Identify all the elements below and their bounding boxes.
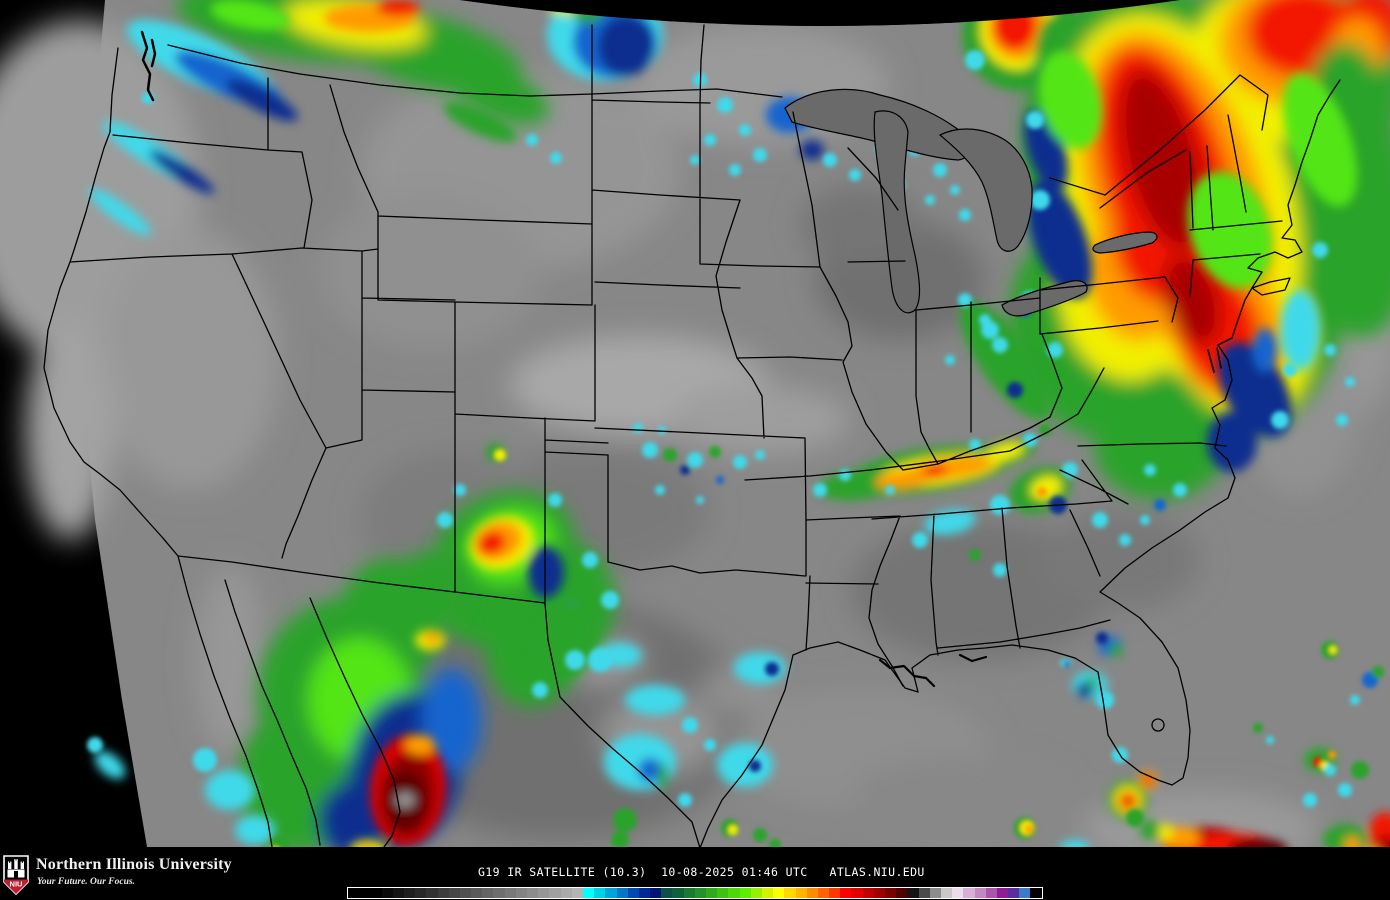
colorbar — [347, 887, 1043, 899]
footer-bar: NIU Northern Illinois University Your Fu… — [0, 847, 1390, 900]
colorbar-swatch — [996, 888, 1009, 898]
colorbar-swatch — [415, 888, 427, 898]
satellite-map — [0, 0, 1390, 870]
mexico-border-rio-grande — [177, 555, 701, 849]
colorbar-swatch — [750, 888, 762, 898]
lake-erie — [1001, 280, 1088, 317]
colorbar-swatch — [773, 888, 785, 898]
gulf-atlantic-coastline — [699, 79, 1341, 849]
logo-red-band — [4, 879, 28, 894]
colorbar-swatch — [739, 888, 751, 898]
colorbar-swatch — [795, 888, 807, 898]
colorbar-swatch — [493, 888, 505, 898]
storm-tennessee-valley — [813, 424, 1187, 577]
colorbar-swatch — [952, 888, 964, 898]
colorbar-swatch — [761, 888, 774, 898]
colorbar-swatch — [862, 888, 874, 898]
colorbar-swatch — [694, 888, 706, 898]
colorbar-swatch — [616, 888, 628, 898]
colorbar-swatch — [851, 888, 863, 898]
colorbar-swatch — [672, 888, 684, 898]
colorbar-swatch — [605, 888, 617, 898]
storm-mexico — [87, 550, 482, 863]
colorbar-swatch — [974, 888, 986, 898]
colorbar-swatch — [896, 888, 908, 898]
colorbar-swatch — [1008, 888, 1020, 898]
map-boundaries — [43, 24, 1341, 849]
colorbar-swatch — [482, 888, 494, 898]
colorbar-swatch — [829, 888, 841, 898]
storm-new-mexico — [434, 443, 619, 708]
colorbar-swatch — [817, 888, 830, 898]
colorbar-swatch — [638, 888, 651, 898]
colorbar-swatch — [359, 888, 371, 898]
colorbar-swatch — [627, 888, 639, 898]
baja-california — [177, 555, 401, 848]
colorbar-swatch — [963, 888, 975, 898]
canada-border — [167, 44, 1269, 196]
colorbar-swatch — [426, 888, 438, 898]
colorbar-swatch — [515, 888, 527, 898]
colorbar-swatch — [706, 888, 718, 898]
colorbar-swatch — [918, 888, 930, 898]
colorbar-swatch — [448, 888, 460, 898]
niu-shield-logo: NIU — [3, 855, 29, 895]
scan-edge-top — [460, 0, 1180, 26]
university-tagline: Your Future. Our Focus. — [37, 877, 135, 887]
colorbar-swatch — [471, 888, 483, 898]
colorbar-swatch — [538, 888, 550, 898]
colorbar-swatch — [560, 888, 572, 898]
colorbar-swatch — [571, 888, 583, 898]
image-caption: G19 IR SATELLITE (10.3) 10-08-2025 01:46… — [478, 865, 925, 879]
colorbar-swatch — [683, 888, 695, 898]
colorbar-swatch — [661, 888, 673, 898]
colorbar-swatch — [348, 888, 360, 898]
colorbar-swatch — [885, 888, 897, 898]
great-lakes — [784, 88, 1158, 317]
lake-ontario — [1092, 231, 1158, 254]
colorbar-swatch — [985, 888, 997, 898]
colorbar-swatch — [1030, 888, 1042, 898]
castle-door — [14, 871, 18, 878]
colorbar-swatch — [403, 888, 416, 898]
university-name: Northern Illinois University — [36, 856, 232, 873]
colorbar-swatch — [929, 888, 941, 898]
lake-okeechobee — [1151, 718, 1165, 732]
colorbar-swatch — [459, 888, 472, 898]
colorbar-swatch — [728, 888, 740, 898]
colorbar-swatch — [370, 888, 382, 898]
colorbar-swatch — [717, 888, 729, 898]
colorbar-swatch — [840, 888, 852, 898]
colorbar-swatch — [582, 888, 595, 898]
logo-niu-text: NIU — [10, 880, 23, 889]
colorbar-swatch — [381, 888, 393, 898]
colorbar-swatch — [392, 888, 404, 898]
colorbar-swatch — [527, 888, 539, 898]
goes-ir-image — [0, 0, 1390, 870]
colorbar-swatch — [594, 888, 606, 898]
lake-michigan — [873, 110, 921, 314]
storm-northeast — [945, 0, 1390, 500]
long-island — [1251, 277, 1291, 296]
colorbar-swatch — [549, 888, 561, 898]
storm-oklahoma-scatter — [633, 423, 765, 504]
puget-sound — [140, 30, 157, 102]
colorbar-swatch — [1019, 888, 1031, 898]
state-borders — [69, 24, 1283, 687]
storm-pacific-northwest — [88, 0, 562, 236]
colorbar-swatch — [907, 888, 919, 898]
colorbar-swatch — [650, 888, 662, 898]
colorbar-swatch — [784, 888, 796, 898]
colorbar-swatch — [437, 888, 449, 898]
colorbar-swatch — [940, 888, 953, 898]
west-coastline — [43, 47, 179, 557]
chesapeake-bay — [1207, 347, 1222, 373]
colorbar-swatch — [873, 888, 885, 898]
louisiana-delta — [878, 653, 988, 688]
lake-huron — [938, 128, 1033, 252]
colorbar-swatch — [806, 888, 818, 898]
colorbar-swatch — [504, 888, 516, 898]
